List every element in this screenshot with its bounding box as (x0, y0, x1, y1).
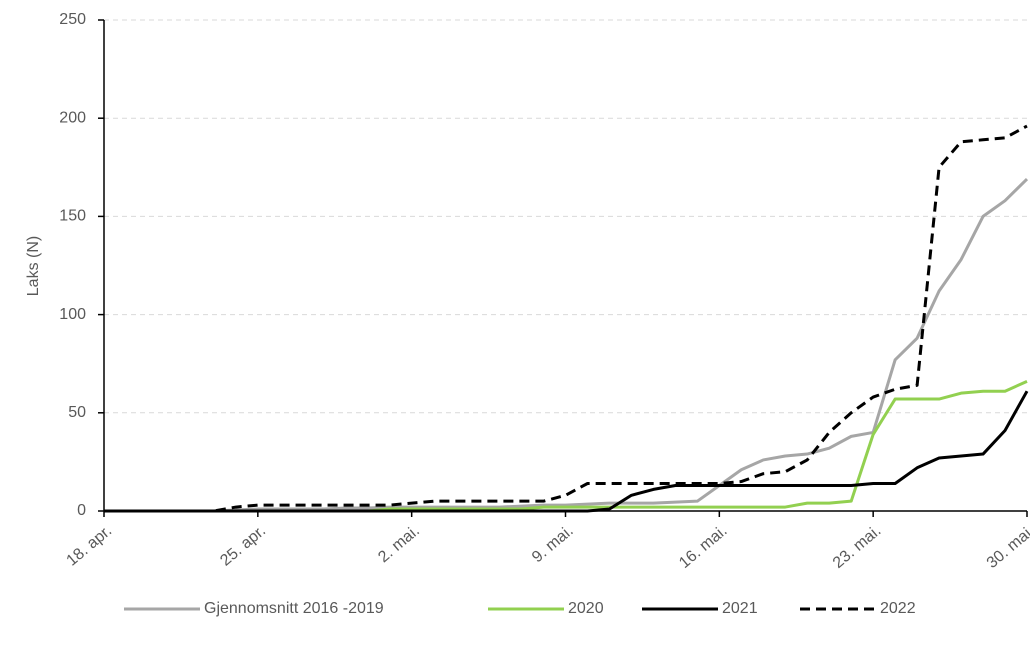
x-tick-label: 9. mai. (529, 522, 577, 566)
x-tick-label: 30. mai. (984, 522, 1030, 572)
legend-label: Gjennomsnitt 2016 -2019 (204, 600, 384, 617)
x-tick-label: 16. mai. (676, 522, 731, 572)
legend-label: 2021 (722, 600, 758, 617)
y-tick-label: 50 (68, 404, 86, 421)
series-line (104, 124, 1028, 513)
series-line (104, 178, 1029, 513)
series-line (104, 390, 1029, 513)
x-tick-label: 18. apr. (63, 522, 115, 569)
y-tick-label: 100 (59, 306, 86, 323)
y-axis-label: Laks (N) (25, 236, 42, 296)
legend-label: 2022 (880, 600, 916, 617)
y-tick-label: 200 (59, 109, 86, 126)
y-tick-label: 150 (59, 208, 86, 225)
series-line (104, 380, 1028, 513)
y-tick-label: 0 (77, 502, 86, 519)
y-tick-label: 250 (59, 11, 86, 28)
x-tick-label: 25. apr. (217, 522, 269, 569)
legend-label: 2020 (568, 600, 604, 617)
x-tick-label: 23. mai. (830, 522, 885, 572)
x-tick-label: 2. mai. (375, 522, 423, 566)
